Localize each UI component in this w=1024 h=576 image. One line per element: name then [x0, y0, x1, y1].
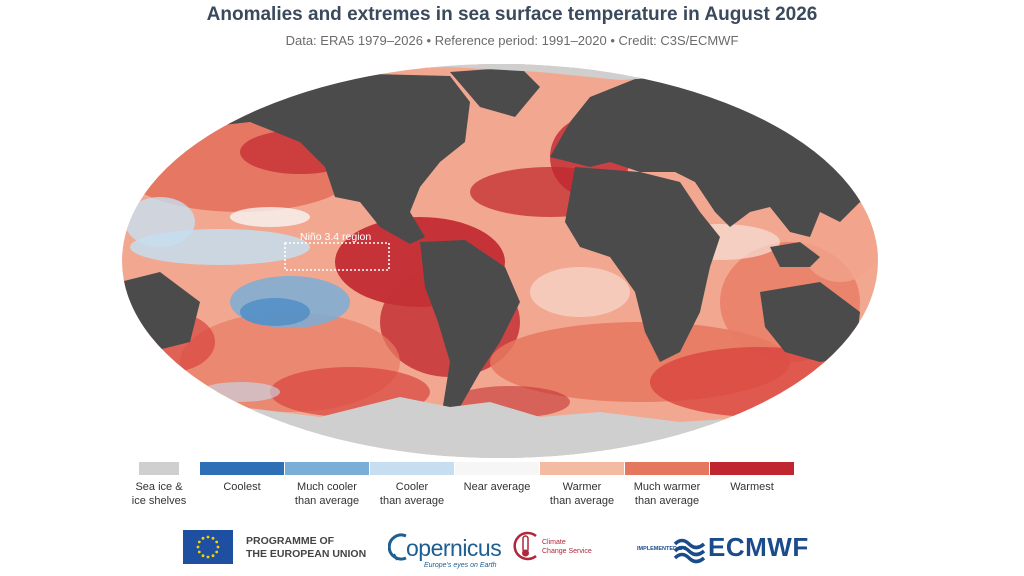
legend-swatch [200, 462, 284, 475]
eu-logo [183, 530, 233, 569]
cool-anomaly-patches [125, 165, 780, 402]
copernicus-tagline: Europe's eyes on Earth [424, 562, 497, 569]
legend-item-warmer: Warmer than average [540, 462, 624, 508]
legend: Sea ice & ice shelves Coolest Much coole… [128, 462, 808, 512]
figure-subtitle: Data: ERA5 1979–2026 • Reference period:… [285, 33, 739, 48]
south-america [420, 240, 520, 412]
legend-label: Warmest [730, 481, 774, 493]
c3s-text: Climate Change Service [542, 539, 592, 555]
legend-label: Warmer than average [549, 481, 615, 507]
legend-swatch [370, 462, 454, 475]
legend-swatch [710, 462, 794, 475]
legend-item-near-average: Near average [455, 462, 539, 494]
legend-swatch [455, 462, 539, 475]
australia [760, 282, 860, 362]
southeast-asia-islands [770, 242, 820, 267]
legend-item-coolest: Coolest [200, 462, 284, 494]
legend-label: Cooler than average [379, 481, 445, 507]
thermometer-icon [513, 531, 537, 561]
legend-label: Sea ice & ice shelves [131, 481, 187, 507]
ecmwf-wave-icon [673, 538, 706, 564]
nino34-region-box [284, 242, 390, 271]
world-map: Niño 3.4 region [122, 64, 878, 458]
ecmwf-wordmark: ECMWF [708, 532, 809, 562]
logo-bar: PROGRAMME OF THE EUROPEAN UNION opernicu… [0, 524, 1024, 572]
eu-programme-text: PROGRAMME OF THE EUROPEAN UNION [246, 535, 367, 560]
copernicus-wordmark: opernicus [406, 535, 502, 561]
greenland [450, 67, 540, 117]
legend-label: Much cooler than average [294, 481, 360, 507]
legend-item-sea-ice: Sea ice & ice shelves [128, 462, 190, 508]
legend-label: Coolest [223, 481, 261, 493]
legend-item-much-warmer: Much warmer than average [625, 462, 709, 508]
legend-item-cooler: Cooler than average [370, 462, 454, 508]
antarctic-ice [122, 397, 878, 458]
legend-swatch [540, 462, 624, 475]
legend-swatch [139, 462, 179, 475]
legend-swatch [285, 462, 369, 475]
legend-swatch [625, 462, 709, 475]
africa [565, 167, 720, 362]
implemented-by-text: IMPLEMENTED BY [637, 546, 687, 552]
legend-item-much-cooler: Much cooler than average [285, 462, 369, 508]
legend-label: Near average [463, 481, 531, 493]
copernicus-c-icon [388, 533, 407, 561]
legend-label: Much warmer than average [633, 481, 701, 507]
legend-item-warmest: Warmest [710, 462, 794, 494]
nino34-region-label: Niño 3.4 region [300, 231, 371, 243]
eu-flag-icon [183, 530, 233, 564]
figure-title: Anomalies and extremes in sea surface te… [206, 4, 818, 25]
